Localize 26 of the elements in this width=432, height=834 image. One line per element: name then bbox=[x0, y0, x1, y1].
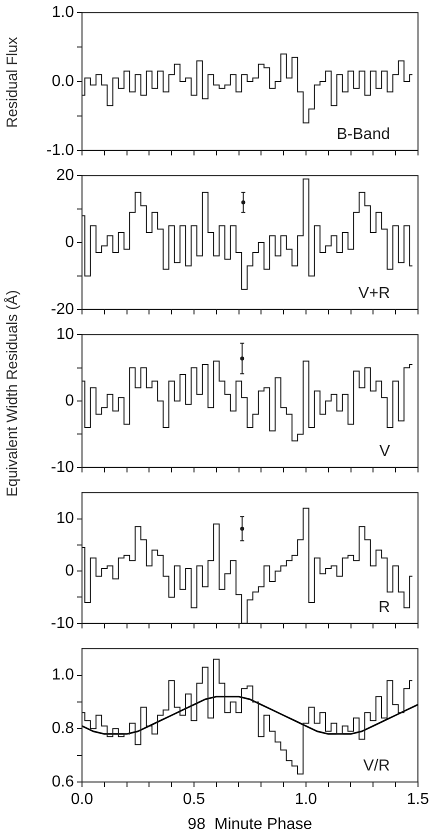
y-axis-title: Equivalent Width Residuals (Å) bbox=[4, 290, 21, 496]
annotation: V+R bbox=[358, 284, 390, 302]
y-tick-label: 20 bbox=[56, 167, 74, 184]
y-tick-label: 0.8 bbox=[52, 720, 74, 738]
y-tick-label: 0 bbox=[65, 234, 74, 251]
y-tick-label: -20 bbox=[50, 300, 74, 318]
y-tick-label: 10 bbox=[56, 510, 74, 528]
y-tick-label: 0.0 bbox=[52, 72, 74, 90]
y-tick-label: 10 bbox=[56, 326, 74, 344]
y-tick-label: 0.6 bbox=[52, 773, 74, 790]
annotation: R bbox=[378, 598, 390, 616]
annotation: V/R bbox=[363, 757, 390, 774]
y-axis-title: Residual Flux bbox=[4, 37, 21, 128]
y-tick-label: 0 bbox=[65, 392, 74, 410]
y-tick-label: 0 bbox=[65, 562, 74, 580]
annotation: B-Band bbox=[336, 126, 390, 143]
annotation: V bbox=[379, 442, 390, 460]
y-tick-label: 1.0 bbox=[52, 666, 74, 684]
y-tick-label: 1.0 bbox=[52, 4, 74, 22]
x-axis-title: 98 Minute Phase bbox=[188, 816, 312, 833]
x-tick-label: 0.5 bbox=[182, 791, 206, 808]
y-tick-label: -10 bbox=[50, 614, 74, 632]
y-tick-label: -10 bbox=[50, 458, 74, 476]
x-tick-label: 1.5 bbox=[406, 791, 430, 808]
x-tick-label: 1.0 bbox=[294, 791, 318, 808]
y-tick-label: -1.0 bbox=[46, 142, 74, 159]
